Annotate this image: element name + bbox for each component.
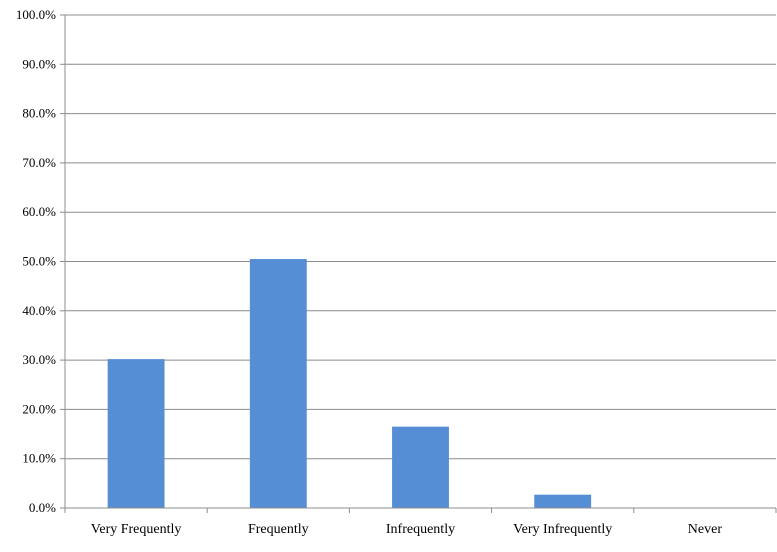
y-tick-labels: 0.0% 10.0% 20.0% 30.0% 40.0% 50.0% 60.0% 70.0% 8… — [16, 7, 56, 515]
y-tick-label: 80.0% — [22, 106, 56, 121]
y-tick-label: 60.0% — [22, 204, 56, 219]
y-tick-label: 30.0% — [22, 352, 56, 367]
y-tick-label: 0.0% — [29, 500, 56, 515]
y-tick-label: 20.0% — [22, 401, 56, 416]
gridlines — [65, 14, 776, 460]
y-tick-label: 90.0% — [22, 56, 56, 71]
y-tick-label: 100.0% — [16, 7, 56, 22]
y-tick-label: 70.0% — [22, 155, 56, 170]
bar-infrequently — [392, 426, 449, 508]
bar-very-frequently — [107, 359, 165, 508]
y-tick-label: 40.0% — [22, 303, 56, 318]
y-tick-label: 50.0% — [22, 254, 56, 269]
x-tick-label: Frequently — [248, 522, 309, 537]
bar-frequently — [249, 259, 307, 508]
x-tick-label: Very Frequently — [91, 522, 182, 537]
axes — [60, 14, 777, 513]
bar-very-infrequently — [534, 494, 592, 508]
x-tick-label: Very Infrequently — [513, 522, 612, 537]
x-tick-label: Infrequently — [386, 522, 455, 537]
y-tick-label: 10.0% — [22, 451, 56, 466]
x-tick-label: Never — [688, 522, 723, 537]
bars — [107, 259, 592, 508]
x-tick-labels: Very Frequently Frequently Infrequently Ver… — [91, 522, 723, 537]
